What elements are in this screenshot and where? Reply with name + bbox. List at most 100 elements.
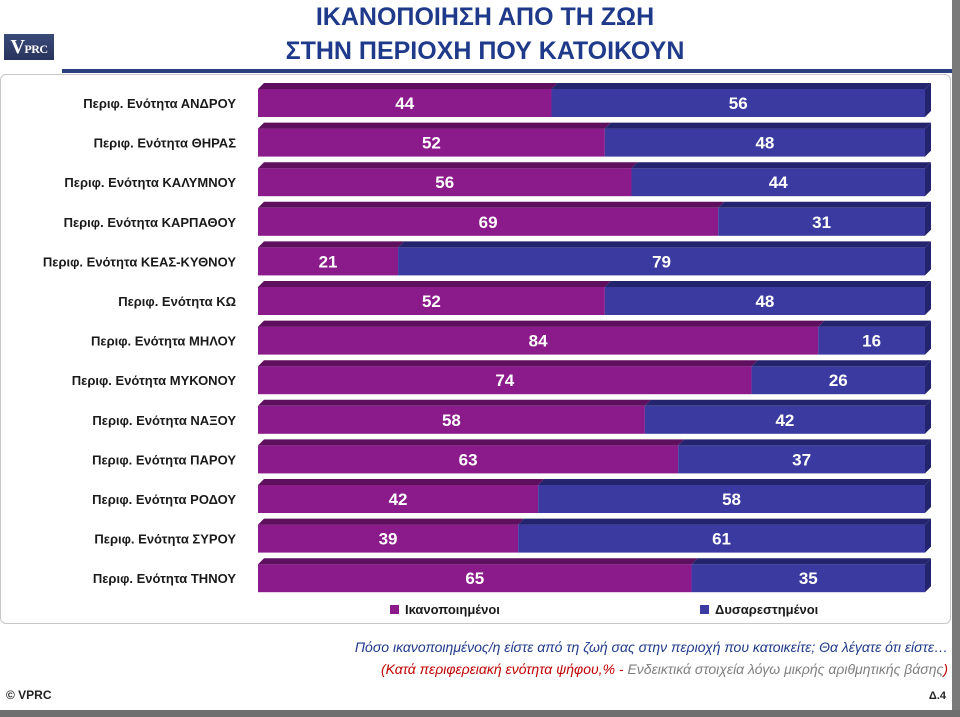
category-label: Περιφ. Ενότητα ΡΟΔΟΥ [92, 492, 236, 507]
bar-top-face [258, 320, 825, 327]
category-label: Περιφ. Ενότητα ΚΑΛΥΜΝΟΥ [64, 175, 236, 190]
bar-side-face [925, 83, 931, 117]
bar-top-face [258, 479, 545, 485]
bar-segment [818, 326, 925, 355]
data-label: 35 [799, 569, 818, 588]
bar-segment [258, 366, 752, 395]
bar-segment [551, 89, 925, 117]
category-label: Περιφ. Ενότητα ΜΥΚΟΝΟΥ [72, 373, 237, 388]
bar-top-face [691, 558, 931, 565]
data-label: 56 [435, 173, 454, 192]
bar-top-face [751, 360, 931, 367]
data-label: 69 [479, 213, 498, 232]
bar-top-face [818, 320, 931, 327]
basis-close: ) [943, 661, 948, 677]
data-label: 61 [712, 530, 731, 549]
bar-segment [258, 485, 539, 513]
data-label: 21 [319, 252, 338, 271]
window-edge-bottom [0, 710, 960, 717]
category-label: Περιφ. Ενότητα ΠΑΡΟΥ [92, 452, 236, 467]
data-label: 26 [829, 371, 848, 390]
data-label: 44 [395, 94, 414, 113]
bar-side-face [925, 399, 931, 434]
bar-top-face [604, 281, 931, 287]
data-label: 31 [812, 213, 831, 232]
bar-segment [604, 128, 925, 157]
copyright: © VPRC [6, 688, 52, 702]
category-label: Περιφ. Ενότητα ΤΗΝΟΥ [93, 571, 236, 586]
category-label: Περιφ. Ενότητα ΝΑΞΟΥ [92, 413, 236, 428]
data-label: 63 [459, 450, 478, 469]
legend-label: Δυσαρεστημένοι [715, 602, 819, 617]
bar-side-face [925, 162, 931, 197]
bar-top-face [258, 162, 638, 169]
bar-top-face [258, 83, 558, 89]
bar-segment [718, 207, 925, 236]
data-label: 52 [422, 134, 441, 153]
bar-segment [258, 168, 632, 197]
bar-top-face [604, 122, 931, 129]
category-label: Περιφ. Ενότητα ΚΕΑΣ-ΚΥΘΝΟΥ [43, 254, 236, 269]
bar-segment [258, 89, 552, 117]
category-label: Περιφ. Ενότητα ΣΥΡΟΥ [94, 532, 236, 547]
bar-side-face [925, 360, 931, 395]
bar-segment [258, 405, 645, 434]
bar-segment [258, 326, 819, 355]
logo-letter: V [10, 35, 25, 58]
bar-side-face [925, 320, 931, 355]
bar-top-face [551, 83, 931, 89]
bar-segment [644, 405, 925, 434]
bar-segment [631, 168, 925, 197]
data-label: 39 [379, 530, 398, 549]
bar-top-face [631, 162, 931, 169]
data-label: 48 [755, 134, 774, 153]
data-label: 65 [465, 569, 484, 588]
title-divider [62, 69, 952, 73]
data-label: 58 [442, 411, 461, 430]
bar-top-face [644, 399, 931, 406]
bar-side-face [925, 281, 931, 315]
bar-segment [258, 564, 692, 593]
data-label: 42 [775, 411, 794, 430]
data-label: 56 [729, 94, 748, 113]
bar-top-face [258, 439, 685, 446]
vprc-logo: V PRC [4, 34, 54, 60]
data-label: 52 [422, 292, 441, 311]
bar-segment [691, 564, 925, 593]
bar-segment [604, 287, 925, 315]
legend-label: Ικανοποιημένοι [405, 602, 500, 617]
bar-side-face [925, 479, 931, 513]
data-label: 74 [495, 371, 514, 390]
category-label: Περιφ. Ενότητα ΘΗΡΑΣ [94, 136, 237, 151]
data-label: 42 [389, 490, 408, 509]
bar-side-face [925, 241, 931, 276]
bar-top-face [258, 360, 758, 367]
bar-segment [258, 128, 605, 157]
data-label: 44 [769, 173, 788, 192]
bar-side-face [925, 518, 931, 553]
page-number: Δ.4 [928, 690, 946, 702]
page-title-line2: ΣΤΗΝ ΠΕΡΙΟΧΗ ΠΟΥ ΚΑΤΟΙΚΟΥΝ [285, 37, 685, 65]
legend-swatch [390, 605, 399, 614]
data-label: 58 [722, 490, 741, 509]
bar-top-face [258, 122, 611, 129]
basis-text: (Κατά περιφερειακή ενότητα ψήφου,% - [380, 661, 624, 677]
bar-top-face [258, 201, 725, 208]
chart-panel [0, 74, 951, 624]
question-text: Πόσο ικανοποιημένος/η είστε από τη ζωή σ… [354, 639, 948, 655]
bar-top-face [718, 201, 931, 208]
bar-top-face [398, 241, 931, 248]
legend-swatch [700, 605, 709, 614]
bar-segment [258, 207, 719, 236]
bar-top-face [258, 241, 405, 248]
data-label: 79 [652, 252, 671, 271]
category-label: Περιφ. Ενότητα ΚΩ [118, 294, 236, 309]
bar-top-face [258, 281, 611, 287]
bar-top-face [258, 518, 525, 525]
bar-top-face [678, 439, 931, 446]
bar-segment [518, 524, 925, 553]
bar-top-face [258, 558, 698, 565]
bar-segment [258, 524, 519, 553]
logo-rest: PRC [24, 42, 48, 56]
